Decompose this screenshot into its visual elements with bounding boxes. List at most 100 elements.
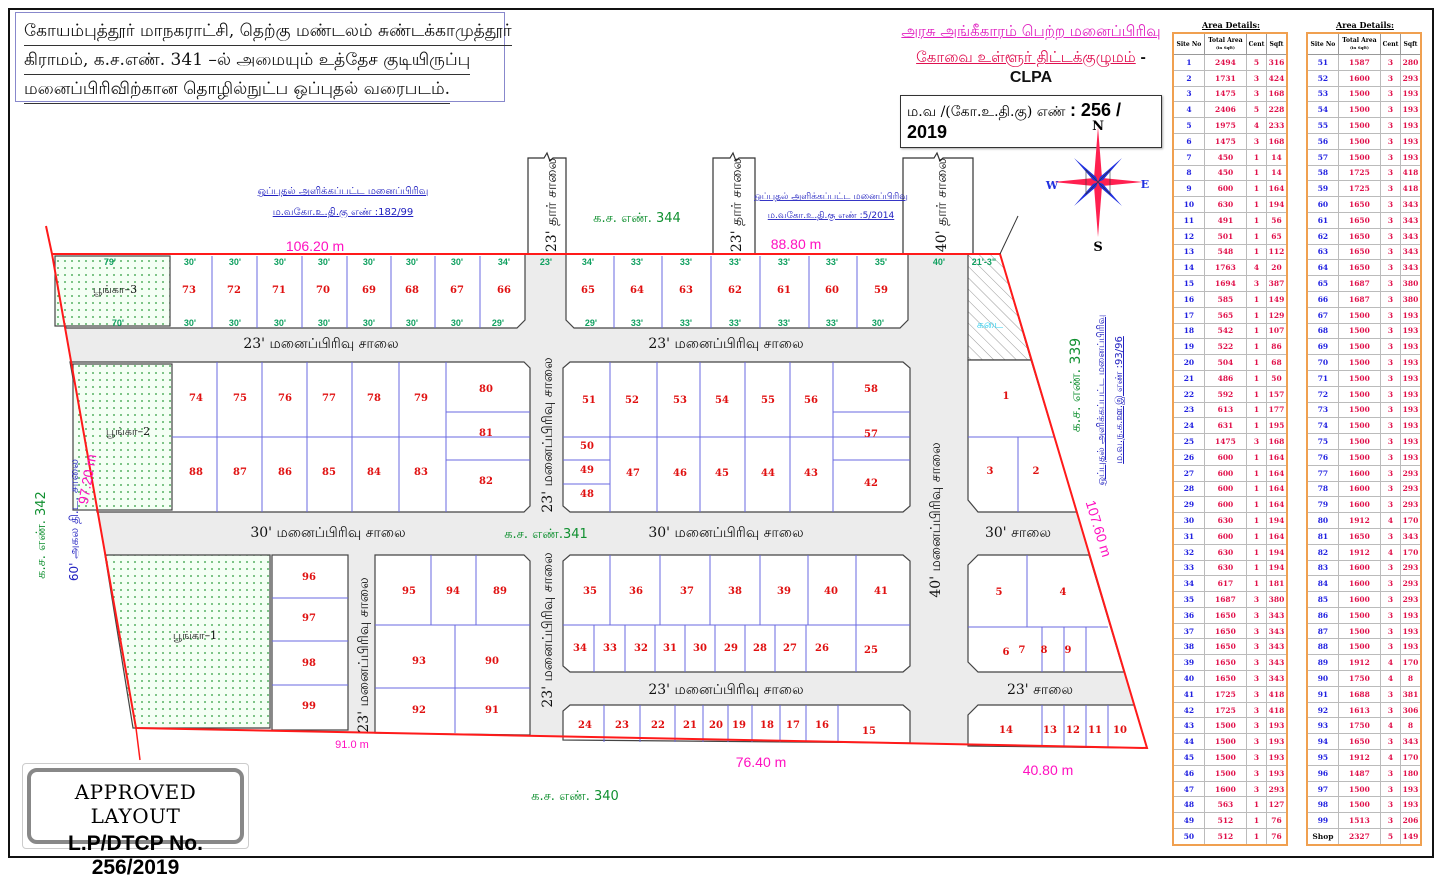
plot-number[interactable]: 24 [578, 720, 592, 731]
plot-number[interactable]: 68 [405, 285, 419, 296]
plot-number[interactable]: 45 [715, 468, 729, 479]
plot-number[interactable]: 14 [999, 725, 1013, 736]
plot-number[interactable]: 43 [804, 468, 818, 479]
plot-number[interactable]: 79 [414, 393, 428, 404]
plot-number[interactable]: 85 [322, 467, 336, 478]
plot-number[interactable]: 91 [485, 705, 499, 716]
plot-number[interactable]: 33 [603, 643, 617, 654]
plot-number[interactable]: 7 [1019, 645, 1026, 656]
plot-number[interactable]: 66 [497, 285, 511, 296]
plot-number[interactable]: 61 [777, 285, 791, 296]
plot-number[interactable]: 23 [615, 720, 629, 731]
plot-number[interactable]: 38 [728, 586, 742, 597]
plot-number[interactable]: 50 [580, 441, 594, 452]
plot-number[interactable]: 30 [693, 643, 707, 654]
plot-number[interactable]: 4 [1060, 587, 1067, 598]
plot-number[interactable]: 16 [815, 720, 829, 731]
plot-number[interactable]: 74 [189, 393, 203, 404]
plot-number[interactable]: 46 [673, 468, 687, 479]
plot-number[interactable]: 87 [233, 467, 247, 478]
plot-number[interactable]: 55 [761, 395, 775, 406]
plot-number[interactable]: 97 [302, 613, 316, 624]
plot-number[interactable]: 94 [446, 586, 460, 597]
plot-number[interactable]: 40 [824, 586, 838, 597]
plot-number[interactable]: 21 [683, 720, 697, 731]
plot-number[interactable]: 76 [278, 393, 292, 404]
plot-number[interactable]: 58 [864, 384, 878, 395]
plot-number[interactable]: 22 [651, 720, 665, 731]
plot-number[interactable]: 54 [715, 395, 729, 406]
plot-number[interactable]: 13 [1043, 725, 1057, 736]
plot-number[interactable]: 1 [1003, 391, 1010, 402]
plot-number[interactable]: 89 [493, 586, 507, 597]
plot-number[interactable]: 71 [272, 285, 286, 296]
plot-number[interactable]: 47 [626, 468, 640, 479]
plot-number[interactable]: 80 [479, 384, 493, 395]
plot-number[interactable]: 10 [1113, 725, 1127, 736]
plot-number[interactable]: 5 [996, 587, 1003, 598]
plot-number[interactable]: 73 [182, 285, 196, 296]
plot-number[interactable]: 36 [629, 586, 643, 597]
plot-number[interactable]: 31 [663, 643, 677, 654]
plot-number[interactable]: 99 [302, 701, 316, 712]
plot-number[interactable]: 42 [864, 478, 878, 489]
plot-number[interactable]: 17 [786, 720, 800, 731]
plot-number[interactable]: 93 [412, 656, 426, 667]
plot-number[interactable]: 75 [233, 393, 247, 404]
plot-number[interactable]: 81 [479, 428, 493, 439]
plot-number[interactable]: 39 [777, 586, 791, 597]
plot-number[interactable]: 51 [582, 395, 596, 406]
plot-number[interactable]: 88 [189, 467, 203, 478]
plot-number[interactable]: 37 [680, 586, 694, 597]
plot-number[interactable]: 83 [414, 467, 428, 478]
plot-number[interactable]: 82 [479, 476, 493, 487]
plot-number[interactable]: 78 [367, 393, 381, 404]
plot-number[interactable]: 67 [450, 285, 464, 296]
plot-number[interactable]: 64 [630, 285, 644, 296]
plot-number[interactable]: 11 [1088, 725, 1102, 736]
plot-number[interactable]: 86 [278, 467, 292, 478]
plot-number[interactable]: 25 [864, 645, 878, 656]
plot-number[interactable]: 19 [732, 720, 746, 731]
plot-number[interactable]: 6 [1003, 647, 1010, 658]
plot-number[interactable]: 9 [1065, 645, 1072, 656]
plot-number[interactable]: 44 [761, 468, 775, 479]
plot-number[interactable]: 63 [679, 285, 693, 296]
plot-number[interactable]: 56 [804, 395, 818, 406]
plot-number[interactable]: 2 [1033, 466, 1040, 477]
plot-number[interactable]: 65 [581, 285, 595, 296]
plot-number[interactable]: 3 [987, 466, 994, 477]
plot-number[interactable]: 27 [783, 643, 797, 654]
plot-number[interactable]: 70 [316, 285, 330, 296]
plot-number[interactable]: 98 [302, 658, 316, 669]
plot-number[interactable]: 29 [724, 643, 738, 654]
plot-number[interactable]: 59 [874, 285, 888, 296]
plot-number[interactable]: 26 [815, 643, 829, 654]
plot-number[interactable]: 52 [625, 395, 639, 406]
plot-number[interactable]: 41 [874, 586, 888, 597]
plot-number[interactable]: 35 [583, 586, 597, 597]
plot-number[interactable]: 8 [1041, 645, 1048, 656]
plot-number[interactable]: 69 [362, 285, 376, 296]
plot-number[interactable]: 34 [573, 643, 587, 654]
plot-number[interactable]: 95 [402, 586, 416, 597]
plot-number[interactable]: 49 [580, 465, 594, 476]
plot-number[interactable]: 48 [580, 489, 594, 500]
plot-number[interactable]: 32 [634, 643, 648, 654]
plot-number[interactable]: 72 [227, 285, 241, 296]
plot-number[interactable]: 20 [709, 720, 723, 731]
plot-number[interactable]: 92 [412, 705, 426, 716]
plot-number[interactable]: 96 [302, 572, 316, 583]
plot-number[interactable]: 15 [862, 726, 876, 737]
plot-number[interactable]: 12 [1066, 725, 1080, 736]
plot-number[interactable]: 62 [728, 285, 742, 296]
plot-number[interactable]: 90 [485, 656, 499, 667]
plot-number[interactable]: 77 [322, 393, 336, 404]
table-row: 37 1650 3 343 [1172, 622, 1288, 640]
plot-number[interactable]: 18 [760, 720, 774, 731]
plot-number[interactable]: 57 [864, 429, 878, 440]
plot-number[interactable]: 28 [753, 643, 767, 654]
plot-number[interactable]: 60 [825, 285, 839, 296]
plot-number[interactable]: 53 [673, 395, 687, 406]
plot-number[interactable]: 84 [367, 467, 381, 478]
